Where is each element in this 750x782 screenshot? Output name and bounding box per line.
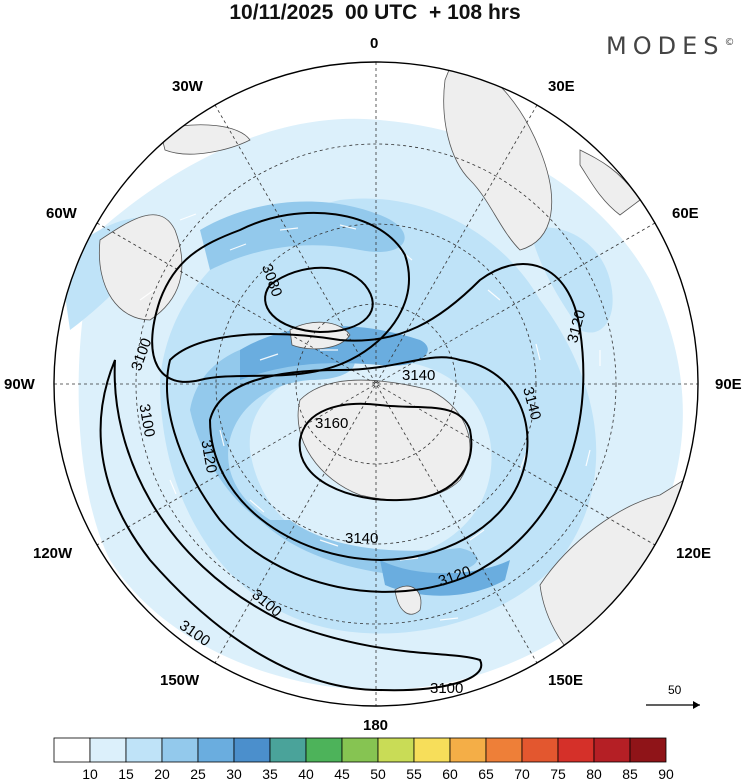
lon-label-30e: 30E bbox=[548, 78, 575, 95]
colorbar-swatch bbox=[593, 737, 631, 763]
brand-mark: © bbox=[724, 37, 735, 48]
colorbar-tick-label: 80 bbox=[586, 766, 602, 782]
colorbar-tick-label: 85 bbox=[622, 766, 638, 782]
colorbar-swatch bbox=[413, 737, 451, 763]
contour-label-3140: 3140 bbox=[402, 367, 436, 384]
colorbar-tick-label: 75 bbox=[550, 766, 566, 782]
lon-label-60e: 60E bbox=[672, 205, 699, 222]
lon-label-120w: 120W bbox=[33, 545, 73, 562]
graticule bbox=[54, 62, 698, 706]
colorbar-tick-label: 55 bbox=[406, 766, 422, 782]
height-contours bbox=[99, 211, 585, 692]
colorbar-tick-label: 70 bbox=[514, 766, 530, 782]
contour-label-3140: 3140 bbox=[345, 530, 379, 547]
lon-label-150e: 150E bbox=[548, 672, 584, 689]
colorbar-swatch bbox=[521, 737, 559, 763]
contour-label-3160: 3160 bbox=[315, 415, 349, 432]
lon-label-0: 0 bbox=[370, 35, 379, 52]
colorbar-swatch bbox=[557, 737, 595, 763]
colorbar-tick-label: 90 bbox=[658, 766, 674, 782]
map-boundary bbox=[53, 61, 699, 707]
lon-label-30w: 30W bbox=[172, 78, 203, 95]
colorbar-tick-label: 25 bbox=[190, 766, 206, 782]
wind-vectors bbox=[139, 213, 601, 621]
colorbar-swatch bbox=[377, 737, 415, 763]
colorbar-swatch bbox=[161, 737, 199, 763]
colorbar-swatch bbox=[125, 737, 163, 763]
colorbar-swatch bbox=[629, 737, 667, 763]
lon-label-180: 180 bbox=[363, 717, 389, 734]
continents bbox=[98, 62, 698, 681]
colorbar-swatch bbox=[449, 737, 487, 763]
wind-reference-arrow bbox=[646, 701, 700, 709]
lon-label-150w: 150W bbox=[160, 672, 200, 689]
colorbar-tick-label: 40 bbox=[298, 766, 314, 782]
colorbar-tick-label: 30 bbox=[226, 766, 242, 782]
colorbar-tick-label: 45 bbox=[334, 766, 350, 782]
lon-label-60w: 60W bbox=[46, 205, 77, 222]
colorbar-tick-label: 60 bbox=[442, 766, 458, 782]
colorbar-swatch bbox=[305, 737, 343, 763]
colorbar-tick-label: 50 bbox=[370, 766, 386, 782]
contour-label-3100: 3100 bbox=[430, 680, 464, 697]
colorbar bbox=[53, 737, 667, 763]
lon-label-120e: 120E bbox=[676, 545, 712, 562]
colorbar-tick-label: 35 bbox=[262, 766, 278, 782]
colorbar-swatch bbox=[233, 737, 271, 763]
colorbar-swatch bbox=[197, 737, 235, 763]
colorbar-swatch bbox=[53, 737, 91, 763]
colorbar-tick-label: 20 bbox=[154, 766, 170, 782]
colorbar-swatch bbox=[341, 737, 379, 763]
colorbar-swatch bbox=[485, 737, 523, 763]
colorbar-tick-label: 65 bbox=[478, 766, 494, 782]
brand-logo: MODES© bbox=[606, 32, 734, 60]
brand-name: MODES bbox=[606, 32, 725, 60]
wind-reference-value: 50 bbox=[668, 683, 682, 697]
forecast-title: 10/11/2025 00 UTC + 108 hrs bbox=[229, 1, 521, 24]
colorbar-tick-label: 15 bbox=[118, 766, 134, 782]
colorbar-swatch bbox=[269, 737, 307, 763]
colorbar-swatch bbox=[89, 737, 127, 763]
colorbar-tick-label: 10 bbox=[82, 766, 98, 782]
lon-label-90e: 90E bbox=[715, 376, 742, 393]
lon-label-90w: 90W bbox=[4, 376, 35, 393]
